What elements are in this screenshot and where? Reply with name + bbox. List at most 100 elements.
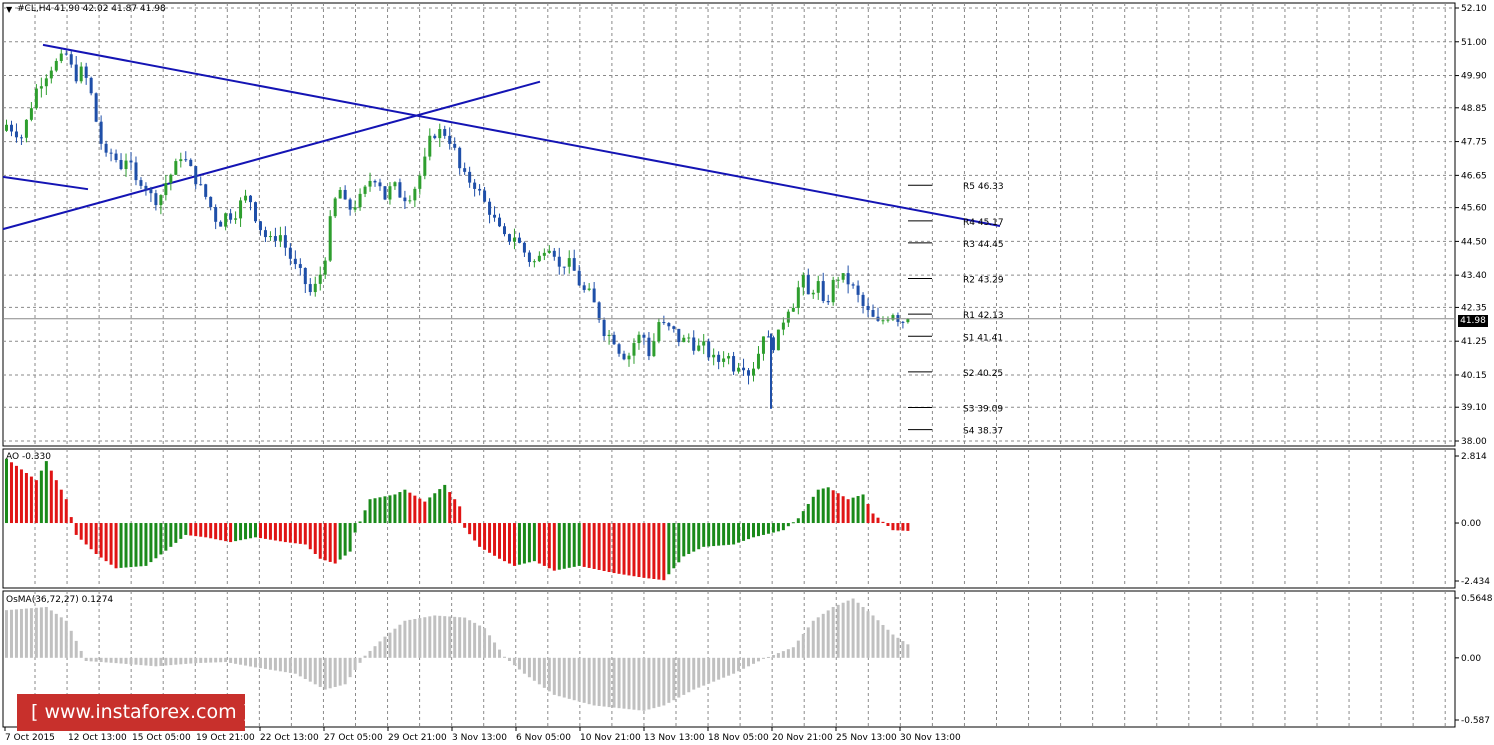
hist-bar bbox=[308, 657, 312, 682]
candle-down bbox=[383, 186, 387, 200]
hist-bar bbox=[836, 493, 840, 524]
y-tick-label: 42.35 bbox=[1461, 303, 1487, 313]
hist-bar bbox=[114, 657, 118, 664]
hist-bar bbox=[129, 523, 133, 568]
hist-bar bbox=[229, 657, 233, 663]
hist-bar bbox=[398, 492, 402, 524]
hist-bar bbox=[453, 616, 457, 658]
x-tick-label: 20 Nov 21:00 bbox=[772, 733, 833, 743]
hist-bar bbox=[283, 523, 287, 543]
candle-down bbox=[806, 275, 810, 295]
hist-bar bbox=[328, 523, 332, 562]
hist-bar bbox=[672, 523, 676, 569]
candle-up bbox=[652, 341, 656, 357]
hist-bar bbox=[99, 657, 103, 663]
hist-bar bbox=[79, 650, 83, 658]
hist-bar bbox=[522, 523, 526, 564]
hist-bar bbox=[801, 633, 805, 658]
hist-bar bbox=[587, 523, 591, 568]
hist-bar bbox=[139, 657, 143, 666]
hist-bar bbox=[647, 657, 651, 710]
candle-up bbox=[79, 66, 83, 82]
hist-bar bbox=[547, 523, 551, 569]
hist-bar bbox=[582, 523, 586, 567]
y-tick-label: 43.40 bbox=[1461, 271, 1487, 281]
hist-bar bbox=[433, 615, 437, 658]
candle-down bbox=[747, 370, 751, 376]
hist-bar bbox=[49, 470, 53, 524]
trend-lines[interactable] bbox=[2, 43, 1001, 231]
pivot-label: R5 46.33 bbox=[963, 182, 1004, 192]
hist-bar bbox=[488, 635, 492, 658]
hist-bar bbox=[19, 608, 23, 658]
candle-up bbox=[712, 354, 716, 358]
hist-bar bbox=[512, 523, 516, 566]
candle-down bbox=[308, 284, 312, 293]
hist-bar bbox=[54, 613, 58, 658]
hist-bar bbox=[856, 496, 860, 524]
hist-bar bbox=[229, 523, 233, 543]
hist-bar bbox=[109, 523, 113, 565]
pivot-levels: R5 46.33 R4 45.17 R3 44.45 R2 43.29 R1 42.13… bbox=[908, 182, 1004, 437]
hist-bar bbox=[403, 489, 407, 524]
candle-up bbox=[881, 320, 885, 322]
candle-up bbox=[164, 183, 168, 196]
candle-down bbox=[144, 185, 148, 190]
hist-bar bbox=[527, 523, 531, 563]
candle-down bbox=[846, 273, 850, 285]
hist-bar bbox=[343, 657, 347, 685]
hist-bar bbox=[298, 523, 302, 544]
x-tick-label: 15 Oct 05:00 bbox=[132, 733, 191, 743]
candle-up bbox=[34, 88, 38, 109]
candle-down bbox=[507, 234, 511, 242]
hist-bar bbox=[333, 657, 337, 687]
trendline-1[interactable] bbox=[42, 43, 1001, 228]
x-tick-label: 18 Nov 05:00 bbox=[708, 733, 769, 743]
hist-bar bbox=[567, 523, 571, 568]
candle-up bbox=[886, 319, 890, 321]
candle-down bbox=[517, 237, 521, 243]
hist-bar bbox=[448, 492, 452, 524]
hist-bar bbox=[866, 503, 870, 524]
candle-down bbox=[214, 207, 218, 222]
hist-bar bbox=[204, 657, 208, 663]
candle-down bbox=[283, 235, 287, 248]
hist-bar bbox=[234, 523, 238, 542]
candle-up bbox=[423, 156, 427, 176]
trendline-3[interactable] bbox=[2, 175, 89, 191]
hist-bar bbox=[831, 490, 835, 524]
hist-bar bbox=[532, 523, 536, 562]
hist-bar bbox=[268, 657, 272, 670]
candle-down bbox=[572, 258, 576, 271]
trendline-2[interactable] bbox=[2, 80, 541, 231]
candle-down bbox=[104, 143, 108, 153]
candle-up bbox=[268, 236, 272, 238]
hist-bar bbox=[273, 523, 277, 541]
hist-bar bbox=[687, 523, 691, 554]
hist-bar bbox=[622, 657, 626, 709]
candle-up bbox=[418, 175, 422, 189]
candle-up bbox=[682, 337, 686, 343]
candle-down bbox=[522, 242, 526, 253]
hist-bar bbox=[184, 657, 188, 664]
hist-bar bbox=[64, 620, 68, 658]
hist-bar bbox=[29, 608, 33, 658]
hist-bar bbox=[712, 657, 716, 682]
hist-bar bbox=[418, 618, 422, 658]
candle-down bbox=[597, 302, 601, 320]
hist-bar bbox=[343, 523, 347, 556]
candle-down bbox=[254, 202, 257, 222]
candle-up bbox=[537, 255, 541, 262]
hist-bar bbox=[169, 657, 173, 666]
osma-indicator-label: OsMA(36,72,27) 0.1274 bbox=[6, 595, 114, 605]
hist-bar bbox=[886, 629, 890, 658]
hist-bar bbox=[503, 523, 506, 562]
hist-bar bbox=[537, 657, 541, 685]
candle-down bbox=[343, 189, 347, 200]
hist-bar bbox=[632, 523, 636, 577]
instaforex-logo[interactable]: [ www.instaforex.com ] bbox=[17, 694, 250, 731]
hist-bar bbox=[567, 657, 571, 699]
chart-menu-arrow-icon[interactable]: ▼ bbox=[6, 5, 13, 14]
candle-up bbox=[239, 200, 243, 219]
